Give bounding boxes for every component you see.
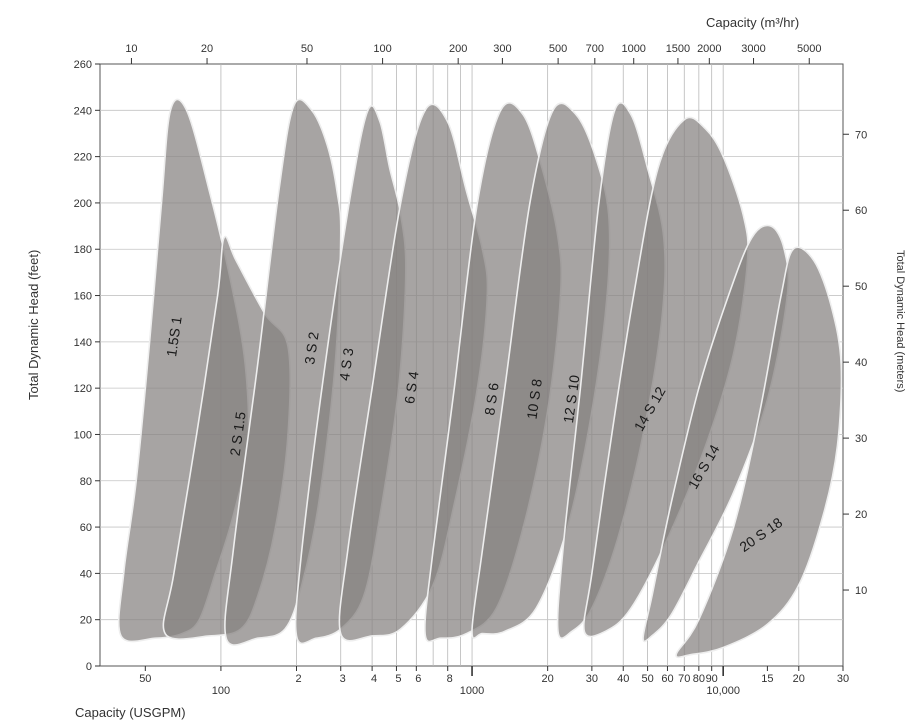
x-tick-label-bottom: 5 [395,673,401,685]
y-axis-label-left: Total Dynamic Head (feet) [26,250,41,400]
x-tick-label-bottom: 40 [617,673,629,685]
x-tick-label-top: 20 [201,43,213,55]
x-tick-label-bottom: 50 [139,673,151,685]
x-tick-label-top: 500 [549,43,567,55]
x-tick-label-top: 2000 [697,43,721,55]
y-tick-label-left: 240 [74,105,92,117]
x-tick-label-top: 300 [493,43,511,55]
x-tick-label-bottom: 6 [415,673,421,685]
x-tick-label-top: 5000 [797,43,821,55]
x-tick-label-bottom: 30 [837,673,849,685]
x-tick-label-bottom: 70 [678,673,690,685]
x-tick-label-top: 200 [449,43,467,55]
x-axis-label-bottom: Capacity (USGPM) [75,705,186,720]
axes: 0204060801001201401601802002202402601020… [74,43,868,697]
x-tick-label-bottom: 20 [542,673,554,685]
x-tick-label-top: 50 [301,43,313,55]
curve-label: 8 S 6 [481,382,501,417]
x-tick-label-bottom: 1000 [460,685,484,697]
x-tick-label-bottom: 15 [761,673,773,685]
y-tick-label-left: 40 [80,568,92,580]
curve-area [675,246,843,659]
curve-label: 1.5S 1 [163,315,185,358]
y-tick-label-left: 100 [74,429,92,441]
y-tick-label-left: 0 [86,661,92,673]
x-tick-label-bottom: 4 [371,673,377,685]
y-tick-label-right: 60 [855,205,867,217]
y-tick-label-left: 20 [80,615,92,627]
y-tick-label-left: 140 [74,337,92,349]
x-tick-label-bottom: 30 [586,673,598,685]
y-tick-label-left: 200 [74,198,92,210]
x-tick-label-bottom: 20 [793,673,805,685]
y-tick-label-right: 40 [855,357,867,369]
y-axis-label-right: Total Dynamic Head (meters) [894,250,906,392]
x-tick-label-bottom: 80 [693,673,705,685]
x-tick-label-top: 10 [125,43,137,55]
y-tick-label-right: 70 [855,129,867,141]
y-tick-label-right: 30 [855,433,867,445]
x-tick-label-bottom: 50 [641,673,653,685]
pump-curve-areas [117,98,843,659]
x-tick-label-bottom: 2 [295,673,301,685]
y-tick-label-right: 20 [855,509,867,521]
x-tick-label-bottom: 3 [340,673,346,685]
y-tick-label-right: 10 [855,585,867,597]
curve-label: 10 S 8 [523,378,545,421]
y-tick-label-left: 160 [74,291,92,303]
x-tick-label-bottom: 60 [661,673,673,685]
x-tick-label-bottom: 10,000 [706,685,740,697]
curve-label: 2 S 1.5 [227,410,249,456]
curve-label: 6 S 4 [401,370,421,405]
y-tick-label-left: 80 [80,476,92,488]
curve-area [642,224,790,643]
x-axis-label-top: Capacity (m³/hr) [706,15,799,30]
x-tick-label-top: 700 [586,43,604,55]
x-tick-label-top: 1500 [666,43,690,55]
y-tick-label-left: 260 [74,59,92,71]
x-tick-label-top: 1000 [621,43,645,55]
x-tick-label-top: 100 [373,43,391,55]
curve-label: 3 S 2 [301,331,321,366]
x-tick-label-top: 3000 [741,43,765,55]
curve-label: 12 S 10 [560,374,583,424]
x-tick-label-bottom: 90 [706,673,718,685]
x-tick-label-bottom: 8 [447,673,453,685]
x-tick-label-bottom: 100 [212,685,230,697]
curve-label: 4 S 3 [336,347,356,382]
y-tick-label-left: 120 [74,383,92,395]
y-tick-label-right: 50 [855,281,867,293]
y-tick-label-left: 180 [74,244,92,256]
y-tick-label-left: 220 [74,152,92,164]
y-tick-label-left: 60 [80,522,92,534]
